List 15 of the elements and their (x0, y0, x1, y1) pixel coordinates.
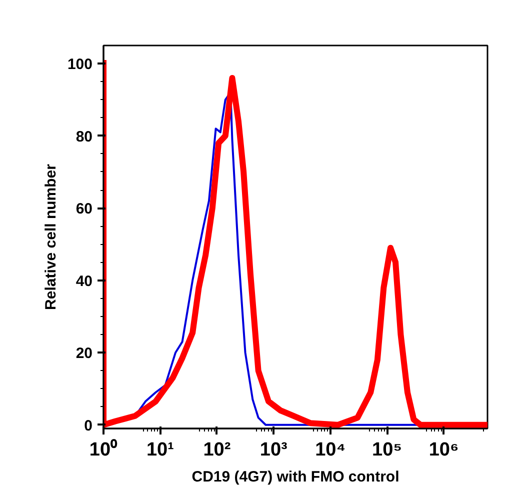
x-axis-title: CD19 (4G7) with FMO control (192, 468, 400, 486)
y-tick-label: 40 (76, 272, 93, 290)
x-tick-label: 10² (203, 440, 231, 460)
y-tick-label: 100 (67, 56, 93, 74)
y-tick-label: 80 (76, 128, 93, 146)
y-axis-title: Relative cell number (42, 164, 60, 310)
x-tick-label: 10⁰ (89, 438, 118, 460)
y-tick-label: 20 (76, 345, 93, 362)
y-tick-label: 60 (76, 200, 93, 218)
x-tick-label: 10⁴ (315, 440, 346, 460)
x-tick-label: 10⁶ (428, 440, 459, 460)
x-tick-label: 10⁵ (372, 440, 402, 460)
x-tick-label: 10³ (260, 440, 288, 460)
y-tick-label: 0 (84, 417, 92, 434)
x-tick-label: 10¹ (146, 440, 174, 460)
